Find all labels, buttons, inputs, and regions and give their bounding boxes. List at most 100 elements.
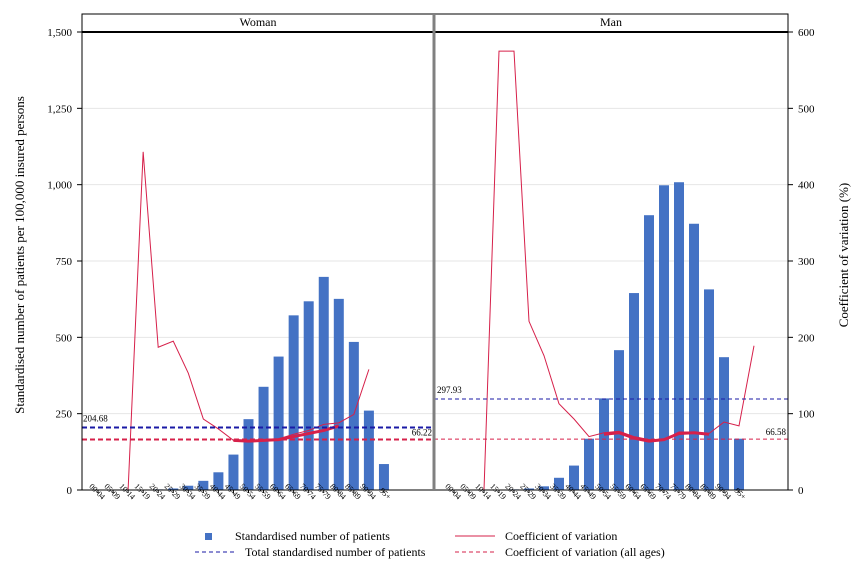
x-tick-label: 35-39 [548, 482, 568, 502]
x-tick-label: 15-19 [488, 482, 508, 502]
x-tick-label: 80-84 [683, 482, 703, 502]
cv-smoothed-line [603, 431, 710, 443]
y-right-tick-label: 100 [798, 409, 815, 421]
x-tick-label: 05-09 [102, 482, 122, 502]
bar [644, 215, 654, 490]
x-tick-label: 20-24 [503, 482, 523, 502]
x-tick-label: 35-39 [193, 482, 213, 502]
bar [303, 301, 314, 490]
bar [168, 488, 179, 490]
y-left-tick-label: 1,000 [47, 180, 72, 192]
bar [629, 293, 639, 490]
x-tick-label: 90-94 [358, 482, 378, 502]
x-tick-label: 45-49 [223, 482, 243, 502]
bar [198, 480, 209, 490]
x-tick-label: 80-84 [328, 482, 348, 502]
y-right-tick-label: 500 [798, 103, 815, 115]
y-right-tick-label: 200 [798, 332, 815, 344]
x-tick-label: 40-44 [208, 482, 228, 502]
x-tick-label: 40-44 [563, 482, 583, 502]
x-tick-label: 55-59 [608, 482, 628, 502]
bar [734, 438, 744, 490]
x-tick-label: 65-69 [283, 482, 303, 502]
bar [183, 485, 194, 490]
panel-title: Man [600, 15, 622, 29]
x-tick-label: 55-59 [253, 482, 273, 502]
y-right-tick-label: 600 [798, 27, 815, 39]
y-left-axis-title: Standardised number of patients per 100,… [12, 96, 27, 414]
total-label: 297.93 [437, 385, 462, 395]
x-tick-label: 30-34 [178, 482, 198, 502]
y-left-tick-label: 500 [56, 332, 73, 344]
x-tick-label: 75-79 [313, 482, 333, 502]
panel-title: Woman [239, 15, 276, 29]
x-tick-label: 50-54 [593, 482, 613, 502]
x-tick-label: 00-04 [87, 482, 107, 502]
bar [719, 357, 729, 490]
y-left-tick-label: 1,250 [47, 103, 72, 115]
bars [153, 182, 744, 490]
x-tick-label: 70-74 [298, 482, 318, 502]
lines: 204.68 66.22 297.93 66.58 [82, 50, 788, 491]
y-left-tick-label: 0 [67, 485, 73, 497]
total-label: 204.68 [83, 414, 108, 424]
x-tick-label: 50-54 [238, 482, 258, 502]
bar [243, 419, 254, 490]
bar [569, 465, 579, 490]
x-tick-label: 85-89 [698, 482, 718, 502]
bar [333, 298, 344, 490]
bar [288, 315, 299, 490]
y-left-tick-label: 750 [56, 256, 73, 268]
bar [674, 182, 684, 490]
bar [554, 477, 564, 490]
x-tick-label: 05-09 [458, 482, 478, 502]
y-right-tick-label: 400 [798, 180, 815, 192]
y-left-tick-label: 1,500 [47, 27, 72, 39]
bar [689, 223, 699, 490]
legend: Standardised number of patients Coefficie… [195, 529, 665, 559]
y-right-tick-label: 0 [798, 485, 804, 497]
x-tick-label: 25-29 [518, 482, 538, 502]
cv-all-label: 66.22 [412, 427, 432, 437]
legend-symbol-bar [205, 533, 212, 540]
y-left-tick-label: 250 [56, 409, 73, 421]
bar [258, 386, 269, 490]
x-tick-label: 65-69 [638, 482, 658, 502]
x-tick-label: 25-29 [163, 482, 183, 502]
bar [539, 486, 549, 490]
x-tick-label: 75-79 [668, 482, 688, 502]
x-tick-label: 15-19 [133, 482, 153, 502]
x-tick-label: 00-04 [443, 482, 463, 502]
bar [348, 341, 359, 490]
bar [599, 398, 609, 490]
cv-smoothed-line [233, 424, 340, 443]
x-tick-label: 30-34 [533, 482, 553, 502]
x-tick-label: 85-89 [343, 482, 363, 502]
bar [524, 488, 534, 490]
legend-label: Coefficient of variation [505, 529, 617, 543]
cv-all-label: 66.58 [766, 427, 787, 437]
x-tick-label: 60-64 [268, 482, 288, 502]
legend-label: Total standardised number of patients [245, 545, 426, 559]
x-tick-label: 20-24 [148, 482, 168, 502]
bar [659, 185, 669, 490]
bar [213, 472, 224, 490]
bar [273, 356, 284, 490]
bar [584, 438, 594, 490]
y-right-tick-label: 300 [798, 256, 815, 268]
x-tick-label: 45-49 [578, 482, 598, 502]
bar [363, 410, 374, 490]
bar [704, 289, 714, 490]
bar [318, 276, 329, 490]
x-tick-label: 60-64 [623, 482, 643, 502]
legend-label: Standardised number of patients [235, 529, 390, 543]
legend-label: Coefficient of variation (all ages) [505, 545, 665, 559]
x-tick-label: 70-74 [653, 482, 673, 502]
bar [614, 350, 624, 490]
x-tick-label: 10-14 [117, 482, 137, 502]
x-tick-label: 10-14 [473, 482, 493, 502]
bar [228, 454, 239, 490]
x-tick-label: 90-94 [713, 482, 733, 502]
y-right-axis-title: Coefficient of variation (%) [836, 183, 851, 328]
